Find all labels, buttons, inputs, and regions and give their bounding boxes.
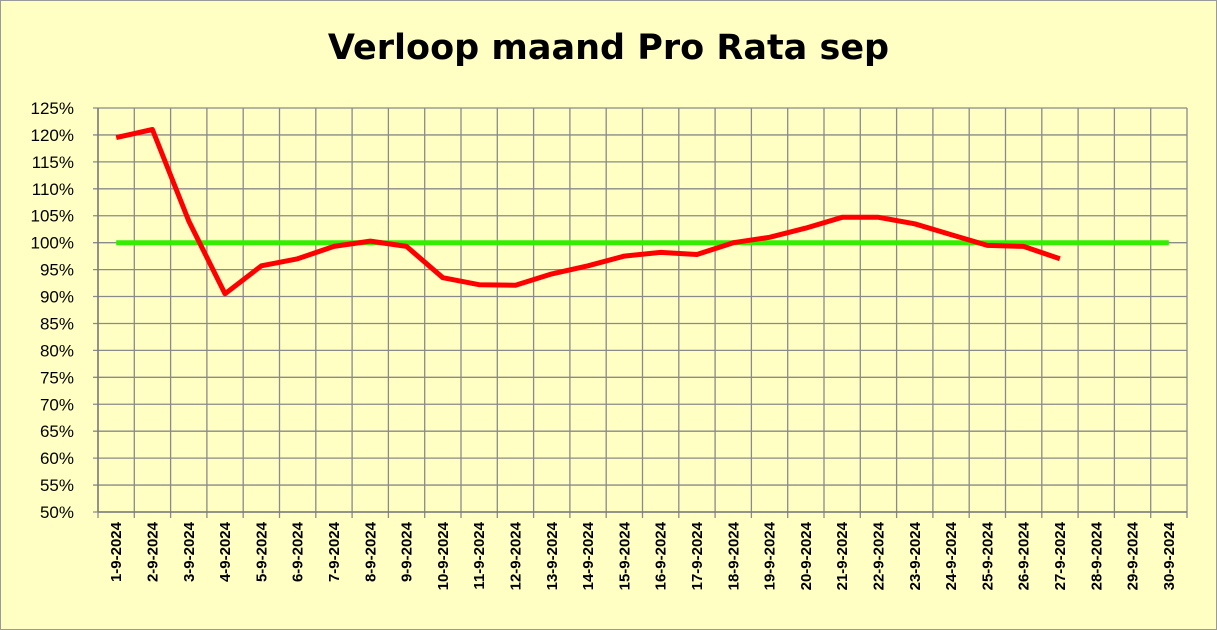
x-tick-label: 8-9-2024	[362, 521, 379, 582]
x-tick-label: 24-9-2024	[943, 521, 960, 590]
y-tick-label: 60%	[40, 449, 74, 468]
x-tick-label: 17-9-2024	[689, 521, 706, 590]
x-tick-label: 14-9-2024	[580, 521, 597, 590]
x-tick-label: 22-9-2024	[870, 521, 887, 590]
y-tick-label: 50%	[40, 503, 74, 522]
x-tick-label: 20-9-2024	[798, 521, 815, 590]
series-line-0	[115, 127, 1061, 297]
y-tick-label: 65%	[40, 422, 74, 441]
x-tick-label: 23-9-2024	[907, 521, 924, 590]
x-tick-label: 9-9-2024	[399, 521, 416, 582]
chart-title: Verloop maand Pro Rata sep	[327, 28, 890, 68]
y-tick-label: 95%	[40, 261, 74, 280]
y-tick-label: 120%	[31, 126, 74, 145]
y-tick-label: 115%	[32, 153, 74, 172]
y-tick-label: 75%	[40, 368, 74, 387]
x-tick-label: 27-9-2024	[1052, 521, 1069, 590]
x-tick-label: 3-9-2024	[181, 521, 198, 582]
y-tick-label: 110%	[32, 180, 74, 199]
x-tick-label: 13-9-2024	[544, 521, 561, 590]
x-tick-label: 28-9-2024	[1088, 521, 1105, 590]
x-tick-label: 10-9-2024	[435, 521, 452, 590]
y-tick-label: 70%	[40, 395, 74, 414]
x-tick-label: 12-9-2024	[507, 521, 524, 590]
x-tick-label: 1-9-2024	[108, 521, 125, 582]
x-tick-label: 19-9-2024	[762, 521, 779, 590]
x-tick-label: 25-9-2024	[979, 521, 996, 590]
x-tick-label: 30-9-2024	[1161, 521, 1178, 590]
x-tick-label: 4-9-2024	[217, 521, 234, 582]
x-tick-label: 16-9-2024	[653, 521, 670, 590]
x-tick-label: 18-9-2024	[725, 521, 742, 590]
y-tick-label: 125%	[31, 99, 74, 118]
x-tick-label: 26-9-2024	[1016, 521, 1033, 590]
y-tick-label: 90%	[40, 288, 74, 307]
y-tick-label: 105%	[31, 207, 74, 226]
x-tick-label: 21-9-2024	[834, 521, 851, 590]
y-tick-label: 55%	[40, 476, 74, 495]
y-tick-label: 80%	[40, 341, 74, 360]
y-tick-label: 85%	[40, 314, 74, 333]
x-tick-label: 6-9-2024	[290, 521, 307, 582]
x-tick-label: 11-9-2024	[471, 521, 488, 589]
x-tick-label: 15-9-2024	[616, 521, 633, 590]
x-tick-label: 7-9-2024	[326, 521, 343, 582]
x-tick-label: 29-9-2024	[1125, 521, 1142, 590]
x-tick-label: 5-9-2024	[253, 521, 270, 582]
y-tick-label: 100%	[31, 234, 74, 253]
x-tick-label: 2-9-2024	[144, 521, 161, 582]
